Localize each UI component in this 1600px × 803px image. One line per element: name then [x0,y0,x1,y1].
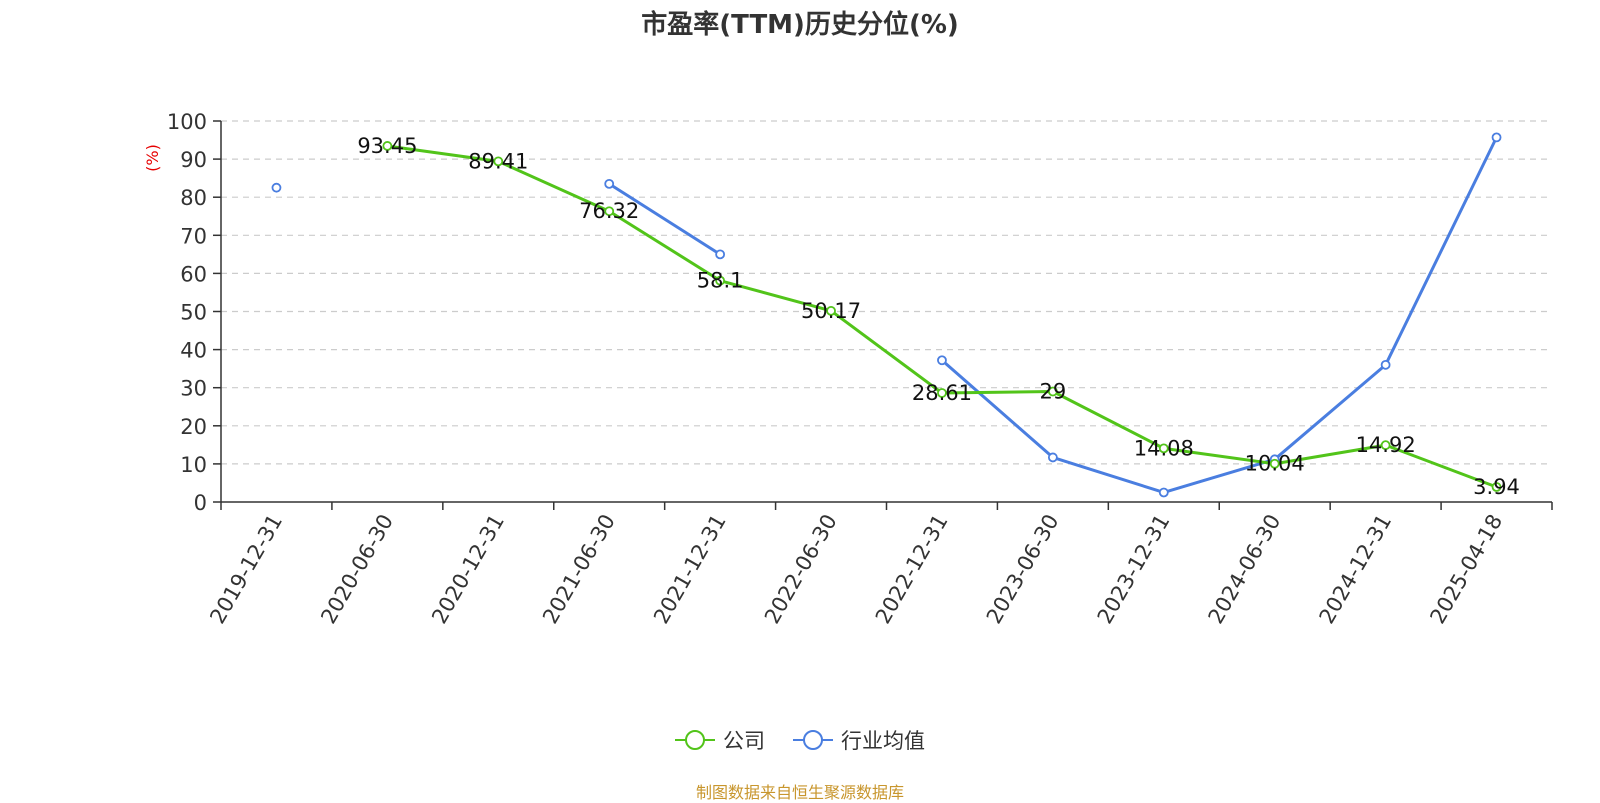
x-tick-label: 2019-12-31 [205,510,287,628]
data-point [1380,359,1391,370]
x-tick-label: 2023-12-31 [1093,510,1175,628]
data-point [604,206,615,217]
y-tick-label: 60 [180,262,207,286]
x-tick-label: 2024-06-30 [1204,510,1286,628]
data-label: 14.08 [1134,436,1194,460]
data-label: 3.94 [1473,475,1520,499]
x-tick-label: 2021-06-30 [538,510,620,628]
x-tick-label: 2020-06-30 [316,510,398,628]
data-point [826,305,836,316]
data-point [1047,452,1058,463]
chart-title: 市盈率(TTM)历史分位(%) [641,10,959,40]
legend-swatch [793,730,833,750]
data-label: 58.1 [697,269,744,293]
data-point [1491,132,1502,143]
data-point [493,156,504,167]
data-point [715,249,726,260]
legend-item[interactable]: 行业均值 [793,725,925,755]
series-line-1 [940,136,1498,494]
series-line-1 [608,182,721,256]
x-tick-label: 2025-04-18 [1425,510,1507,628]
y-axis-label: (%) [143,144,162,172]
data-label: 28.61 [912,381,972,405]
data-point [382,141,393,151]
data-point [937,355,947,366]
data-point [1380,440,1391,451]
x-tick-label: 2023-06-30 [982,510,1064,628]
data-point [715,275,726,286]
legend: 公司 行业均值 [0,722,1600,758]
data-label: 29 [1040,380,1067,404]
data-point [604,178,615,189]
legend-item[interactable]: 公司 [675,725,765,755]
legend-swatch-marker [803,730,823,750]
x-tick-label: 2021-12-31 [649,510,731,628]
y-tick-label: 30 [180,377,207,401]
legend-label: 行业均值 [841,729,925,753]
data-label: 10.04 [1245,452,1305,476]
data-point [1047,386,1058,397]
x-tick-label: 2024-12-31 [1315,510,1397,628]
grid-lines [221,120,1552,465]
data-labels: 93.45 89.41 76.32 58.1 50.17 28.61 29 14.08 10.0… [357,134,1520,499]
y-tick-label: 50 [180,301,207,325]
data-label: 14.92 [1356,433,1416,457]
data-point [1158,487,1169,498]
data-label: 50.17 [801,299,861,323]
legend-swatch [675,730,715,750]
y-tick-label: 20 [180,415,207,439]
legend-swatch-marker [685,730,705,750]
y-tick-label: 70 [180,224,207,248]
data-point [1491,482,1502,492]
source-note: 制图数据来自恒生聚源数据库 [695,783,904,802]
data-label: 76.32 [579,199,639,223]
axes: 0 10 20 30 40 50 60 70 80 90 100 2019-12-31 2020-06-… [167,110,1553,628]
x-tick-label: 2022-06-30 [760,510,842,628]
y-tick-label: 90 [180,148,207,172]
data-point [937,388,947,398]
y-tick-label: 10 [180,453,207,477]
y-tick-label: 100 [167,110,207,134]
data-point [1269,458,1280,469]
y-tick-label: 80 [180,186,207,210]
data-point [271,182,282,193]
data-label: 89.41 [468,149,528,173]
data-point [1158,443,1169,454]
y-tick-label: 0 [194,491,207,515]
series-lines [271,132,1502,498]
y-tick-label: 40 [180,339,207,363]
data-label: 93.45 [357,134,417,158]
x-tick-label: 2022-12-31 [871,510,953,628]
x-tick-label: 2020-12-31 [427,510,509,628]
legend-label: 公司 [723,729,765,753]
